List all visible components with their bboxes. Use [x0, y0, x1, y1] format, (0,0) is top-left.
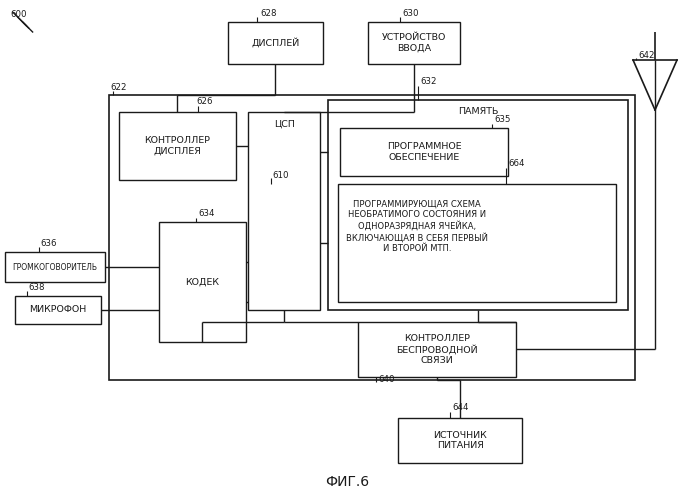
Text: 638: 638 — [28, 284, 45, 292]
Text: 600: 600 — [10, 10, 27, 19]
Text: 632: 632 — [420, 78, 436, 86]
Text: 642: 642 — [638, 50, 655, 59]
Text: ЦСП: ЦСП — [274, 120, 295, 128]
Bar — [341, 128, 508, 176]
Text: ПАМЯТЬ: ПАМЯТЬ — [458, 108, 498, 116]
Bar — [398, 418, 522, 463]
Bar — [368, 22, 460, 64]
Text: КОНТРОЛЛЕР
ДИСПЛЕЯ: КОНТРОЛЛЕР ДИСПЛЕЯ — [145, 136, 211, 156]
Bar — [119, 112, 236, 180]
Bar — [229, 22, 323, 64]
Text: ГРОМКОГОВОРИТЕЛЬ: ГРОМКОГОВОРИТЕЛЬ — [12, 262, 97, 272]
Text: 622: 622 — [111, 84, 127, 92]
Text: ФИГ.6: ФИГ.6 — [325, 475, 369, 489]
Text: КОНТРОЛЛЕР
БЕСПРОВОДНОЙ
СВЯЗИ: КОНТРОЛЛЕР БЕСПРОВОДНОЙ СВЯЗИ — [396, 334, 478, 365]
Bar — [248, 112, 320, 310]
Bar — [108, 95, 635, 380]
Text: КОДЕК: КОДЕК — [186, 278, 220, 286]
Text: ПРОГРАММНОЕ
ОБЕСПЕЧЕНИЕ: ПРОГРАММНОЕ ОБЕСПЕЧЕНИЕ — [387, 142, 461, 162]
Text: 640: 640 — [378, 376, 395, 384]
Bar — [15, 296, 101, 324]
Bar — [158, 222, 247, 342]
Text: ИСТОЧНИК
ПИТАНИЯ: ИСТОЧНИК ПИТАНИЯ — [434, 431, 487, 450]
Text: 630: 630 — [402, 10, 419, 18]
Bar — [338, 184, 616, 302]
Text: 664: 664 — [508, 160, 525, 168]
Text: 634: 634 — [199, 210, 215, 218]
Text: МИКРОФОН: МИКРОФОН — [29, 306, 86, 314]
Text: 635: 635 — [494, 116, 511, 124]
Bar — [328, 100, 628, 310]
Text: 644: 644 — [452, 404, 468, 412]
Text: ДИСПЛЕЙ: ДИСПЛЕЙ — [252, 38, 300, 48]
Text: 610: 610 — [272, 170, 289, 179]
Text: 626: 626 — [197, 98, 213, 106]
Bar — [359, 322, 516, 377]
Text: 628: 628 — [261, 10, 277, 18]
Bar — [5, 252, 104, 282]
Text: 636: 636 — [40, 240, 57, 248]
Text: УСТРОЙСТВО
ВВОДА: УСТРОЙСТВО ВВОДА — [382, 34, 446, 52]
Text: ПРОГРАММИРУЮЩАЯ СХЕМА
НЕОБРАТИМОГО СОСТОЯНИЯ И
ОДНОРАЗРЯДНАЯ ЯЧЕЙКА,
ВКЛЮЧАЮЩАЯ : ПРОГРАММИРУЮЩАЯ СХЕМА НЕОБРАТИМОГО СОСТО… — [346, 200, 489, 252]
